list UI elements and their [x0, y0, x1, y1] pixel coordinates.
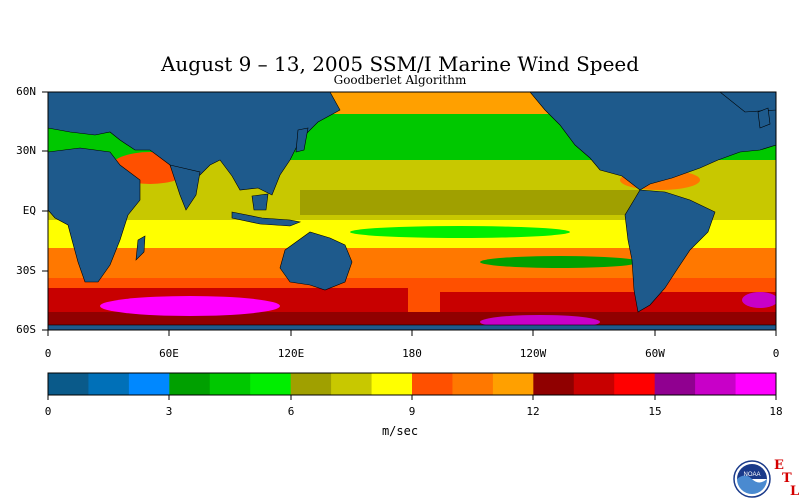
colorbar-segment — [695, 373, 737, 395]
colorbar-tick-0: 0 — [44, 405, 52, 418]
colorbar-segment — [735, 373, 777, 395]
madagascar — [135, 235, 146, 261]
colorbar-segment — [533, 373, 575, 395]
colorbar-tick-6: 6 — [287, 405, 295, 418]
storm-indian — [100, 296, 280, 316]
colorbar-tick-15: 15 — [648, 405, 662, 418]
map-title: August 9 – 13, 2005 SSM/I Marine Wind Sp… — [160, 52, 640, 76]
colorbar-units: m/sec — [381, 424, 419, 438]
lat-label-30s: 30S — [16, 264, 36, 277]
south-america-landmass — [624, 189, 716, 313]
noaa-logo[interactable]: NOAA — [733, 460, 771, 498]
lon-label-120w: 120W — [519, 347, 547, 360]
lon-label-0-east: 0 — [772, 347, 780, 360]
north-america-landmass — [529, 92, 776, 191]
india-landmass — [169, 164, 201, 211]
lat-label-60s: 60S — [16, 323, 36, 336]
greenland — [719, 92, 776, 113]
lat-label-60n: 60N — [16, 85, 36, 98]
etl-letter-t: T — [782, 471, 792, 486]
colorbar-segment — [250, 373, 292, 395]
colorbar-segment — [331, 373, 373, 395]
pacific-streak-2 — [350, 226, 570, 238]
british-isles — [757, 107, 771, 129]
lon-label-0: 0 — [44, 347, 52, 360]
lon-label-60e: 60E — [159, 347, 179, 360]
colorbar-segment — [128, 373, 170, 395]
colorbar-segment — [614, 373, 656, 395]
lat-label-eq: EQ — [22, 204, 36, 217]
colorbar-segment — [290, 373, 332, 395]
lon-label-60w: 60W — [645, 347, 665, 360]
colorbar — [48, 373, 777, 395]
lat-label-30n: 30N — [16, 144, 36, 157]
africa-landmass — [48, 147, 141, 283]
colorbar-segment — [452, 373, 494, 395]
australia-landmass — [279, 231, 353, 291]
map-subtitle: Goodberlet Algorithm — [333, 73, 467, 87]
colorbar-tick-12: 12 — [526, 405, 540, 418]
colorbar-segment — [371, 373, 413, 395]
indonesia-islands — [231, 211, 302, 227]
antarctica-edge — [48, 324, 776, 330]
colorbar-tick-3: 3 — [165, 405, 173, 418]
noaa-logo-text: NOAA — [743, 472, 760, 478]
colorbar-segment — [169, 373, 211, 395]
lon-label-120e: 120E — [277, 347, 305, 360]
colorbar-segment — [573, 373, 615, 395]
pacific-streak — [480, 256, 640, 268]
colorbar-segment — [492, 373, 534, 395]
etl-letter-l: L — [790, 484, 800, 499]
lon-label-180: 180 — [402, 347, 422, 360]
borneo — [251, 193, 269, 211]
colorbar-segment — [48, 373, 89, 395]
etl-letter-e: E — [774, 458, 784, 473]
colorbar-segment — [209, 373, 251, 395]
storm-atlantic — [742, 292, 776, 308]
colorbar-segment — [412, 373, 453, 395]
colorbar-segment — [88, 373, 130, 395]
colorbar-tick-9: 9 — [408, 405, 416, 418]
colorbar-segment — [654, 373, 696, 395]
colorbar-tick-18: 18 — [769, 405, 783, 418]
japan — [295, 127, 309, 153]
equatorial-band — [300, 190, 640, 215]
